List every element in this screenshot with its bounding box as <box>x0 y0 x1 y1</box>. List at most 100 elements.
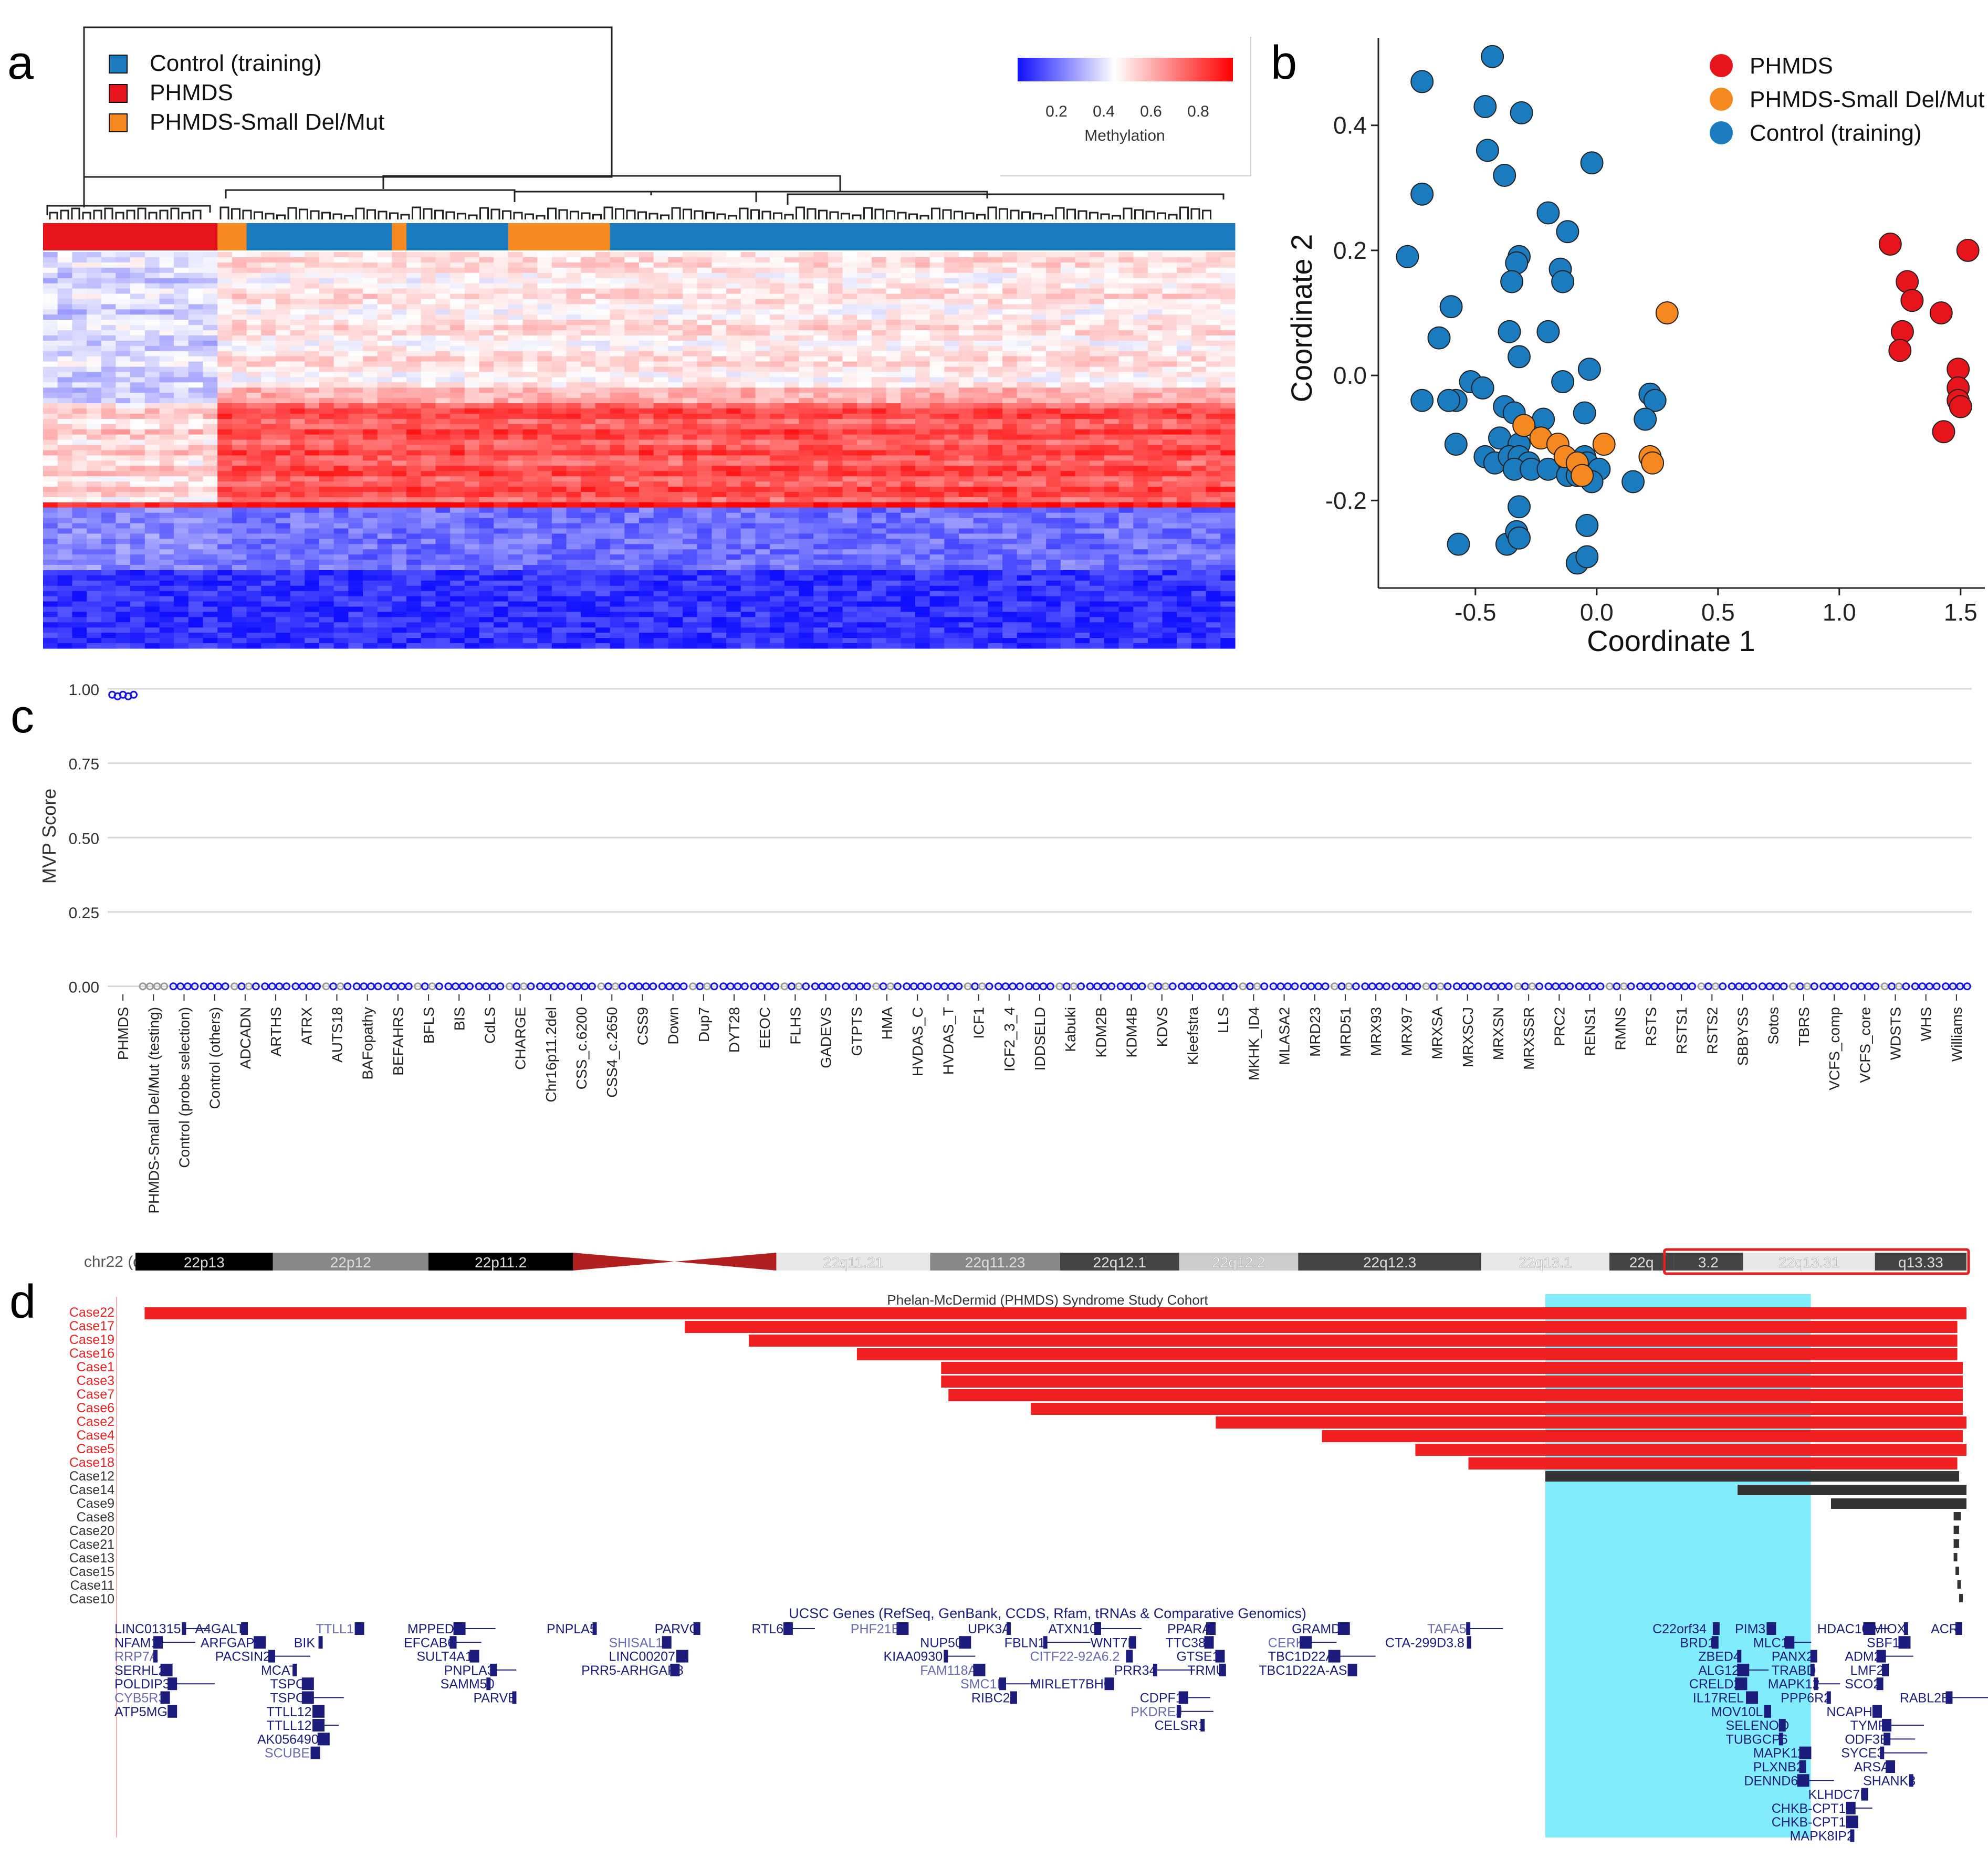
heatmap-cell <box>813 544 829 550</box>
dendrogram-link <box>344 215 353 219</box>
heatmap-cell <box>217 325 233 331</box>
heatmap-cell <box>683 288 698 295</box>
heatmap-cell <box>1046 523 1061 529</box>
heatmap-cell <box>522 413 538 419</box>
heatmap-cell <box>784 262 800 268</box>
heatmap-cell <box>595 398 611 404</box>
heatmap-cell <box>610 304 625 310</box>
heatmap-cell <box>87 429 102 435</box>
heatmap-cell <box>595 299 611 305</box>
heatmap-cell <box>1002 507 1018 513</box>
heatmap-cell <box>43 314 58 320</box>
dendrogram-link <box>225 189 516 198</box>
heatmap-cell <box>1031 314 1047 320</box>
heatmap-cell <box>653 288 668 295</box>
heatmap-cell <box>159 533 174 539</box>
heatmap-cell <box>232 398 247 404</box>
heatmap-cell <box>1075 366 1090 373</box>
heatmap-cell <box>57 497 72 503</box>
heatmap-cell <box>217 439 233 446</box>
heatmap-cell <box>551 293 567 299</box>
heatmap-cell <box>813 481 829 487</box>
heatmap-cell <box>871 518 887 524</box>
heatmap-cell <box>697 502 713 508</box>
heatmap-cell <box>857 340 872 347</box>
heatmap-cell <box>57 512 72 519</box>
heatmap-cell <box>581 460 596 466</box>
heatmap-cell <box>1177 267 1192 274</box>
heatmap-cell <box>72 398 87 404</box>
heatmap-cell <box>988 278 1003 284</box>
heatmap-cell <box>1147 445 1163 451</box>
heatmap-cell <box>653 445 668 451</box>
heatmap-cell <box>944 252 959 258</box>
heatmap-cell <box>1118 262 1134 268</box>
heatmap-cell <box>232 466 247 471</box>
heatmap-cell <box>988 523 1003 529</box>
heatmap-cell <box>610 471 625 477</box>
heatmap-cell <box>130 512 145 519</box>
heatmap-cell <box>1104 471 1119 477</box>
heatmap-cell <box>290 554 305 560</box>
heatmap-cell <box>348 252 363 258</box>
heatmap-cell <box>246 476 261 482</box>
heatmap-cell <box>624 429 640 435</box>
heatmap-cell <box>508 533 524 539</box>
heatmap-cell <box>246 528 261 534</box>
heatmap-cell <box>101 387 117 393</box>
heatmap-cell <box>842 325 857 331</box>
heatmap-cell <box>770 497 785 503</box>
heatmap-cell <box>901 476 916 482</box>
heatmap-cell <box>726 497 741 503</box>
heatmap-cell <box>813 398 829 404</box>
heatmap-cell <box>101 345 117 352</box>
heatmap-cell <box>1206 252 1221 258</box>
heatmap-cell <box>988 429 1003 435</box>
heatmap-cell <box>755 309 770 315</box>
heatmap-cell <box>537 497 552 503</box>
heatmap-cell <box>653 418 668 425</box>
heatmap-cell <box>377 554 392 560</box>
heatmap-cell <box>305 418 320 425</box>
dendrogram-link <box>219 206 229 219</box>
heatmap-cell <box>217 257 233 263</box>
heatmap-cell <box>813 487 829 492</box>
heatmap-cell <box>1147 262 1163 268</box>
heatmap-cell <box>57 398 72 404</box>
heatmap-cell <box>581 335 596 341</box>
heatmap-cell <box>697 366 713 373</box>
heatmap-cell <box>1147 502 1163 508</box>
heatmap-cell <box>901 502 916 508</box>
dendrogram-link <box>434 209 444 219</box>
heatmap-cell <box>464 471 480 477</box>
heatmap-cell <box>755 424 770 430</box>
heatmap-cell <box>333 393 349 398</box>
heatmap-cell <box>319 356 334 362</box>
heatmap-cell <box>1220 455 1236 461</box>
heatmap-cell <box>1060 288 1076 295</box>
heatmap-cell <box>450 403 465 409</box>
heatmap-cell <box>726 377 741 383</box>
heatmap-cell <box>144 382 160 388</box>
heatmap-cell <box>101 466 117 471</box>
heatmap-cell <box>43 455 58 461</box>
heatmap-cell <box>639 345 654 352</box>
heatmap-cell <box>363 518 378 524</box>
heatmap-cell <box>683 445 698 451</box>
heatmap-cell <box>508 356 524 362</box>
heatmap-cell <box>203 372 218 378</box>
heatmap-cell <box>1002 533 1018 539</box>
heatmap-cell <box>1220 512 1236 519</box>
heatmap-cell <box>915 372 930 378</box>
heatmap-cell <box>290 429 305 435</box>
heatmap-cell <box>217 539 233 544</box>
heatmap-cell <box>828 330 843 336</box>
heatmap-cell <box>697 278 713 284</box>
heatmap-cell <box>668 314 683 320</box>
heatmap-cell <box>566 471 581 477</box>
heatmap-cell <box>333 539 349 544</box>
heatmap-cell <box>188 413 204 419</box>
heatmap-cell <box>494 330 509 336</box>
heatmap-cell <box>450 518 465 524</box>
heatmap-cell <box>130 387 145 393</box>
